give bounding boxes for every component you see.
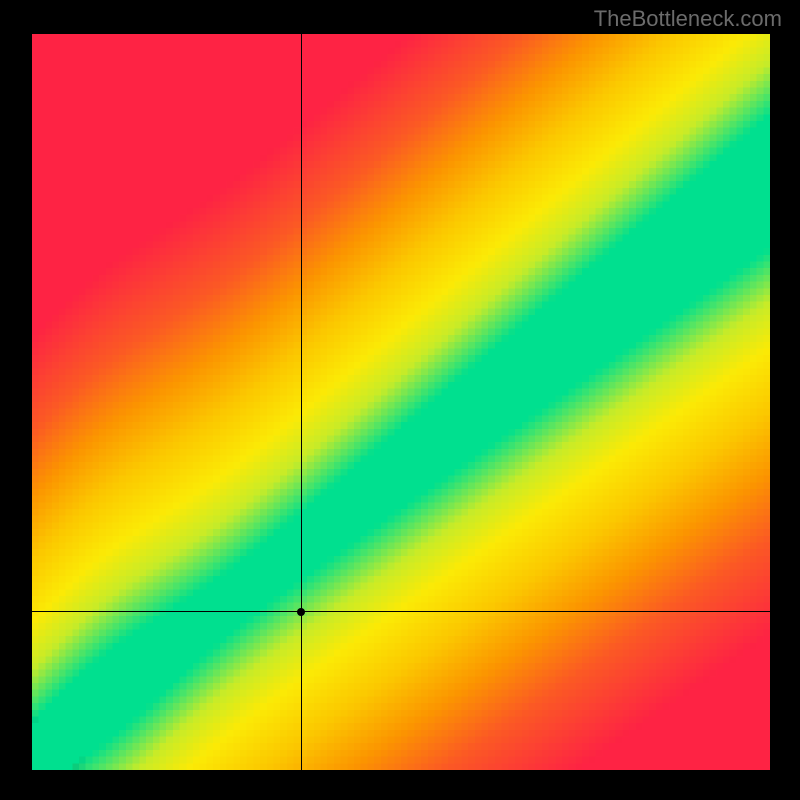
crosshair-horizontal <box>32 611 770 612</box>
crosshair-vertical <box>301 34 302 770</box>
bottleneck-heatmap <box>32 34 770 770</box>
chart-container: TheBottleneck.com <box>0 0 800 800</box>
watermark-text: TheBottleneck.com <box>594 6 782 32</box>
